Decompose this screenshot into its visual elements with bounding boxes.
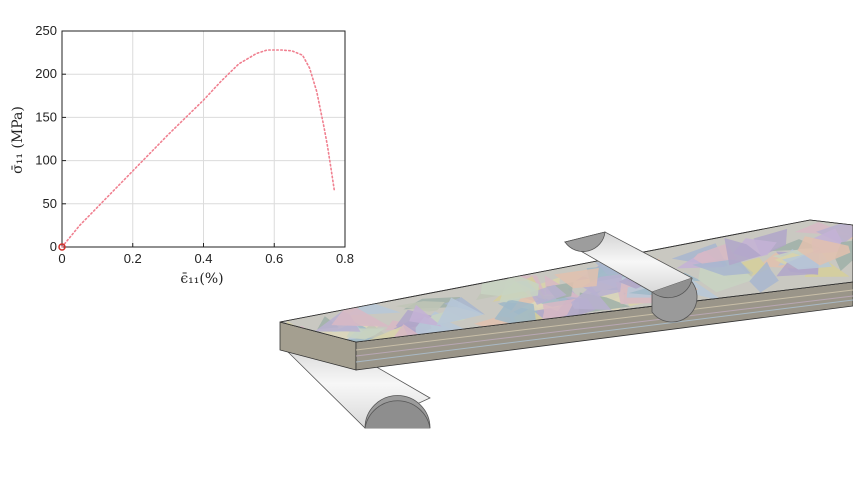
y-tick-label: 0 [50,239,57,254]
microstructure-grains [280,221,853,342]
grain-patch [349,323,393,342]
stress-strain-curve [61,49,336,248]
x-tick-label: 0.4 [194,251,212,266]
x-tick-label: 0.8 [336,251,354,266]
y-tick-label: 100 [35,153,57,168]
grain-patch [724,238,762,266]
x-axis-label: ϵ̄₁₁(%) [180,271,223,287]
grain-patch [797,236,851,266]
beam-body [279,219,853,371]
origin-marker [58,243,66,251]
y-axis-label: σ̄₁₁ (MPa) [10,106,26,174]
x-tick-label: 0 [58,251,65,266]
plot-frame [61,30,346,248]
y-tick-label: 50 [43,196,57,211]
x-tick-label: 0.6 [265,251,283,266]
y-tick-label: 200 [35,66,57,81]
grain-patch [395,301,445,312]
loading-roller [563,231,698,323]
y-tick-label: 150 [35,109,57,124]
grain-patch [571,286,612,310]
grain-patch [749,261,779,293]
grain-patch [693,243,738,264]
y-tick-label: 250 [35,23,57,38]
grain-patch [499,272,539,303]
grain-patch [409,304,442,327]
x-tick-label: 0.2 [124,251,142,266]
grain-patch [529,284,567,305]
grain-patch [685,275,725,302]
left-support-roller [287,339,431,429]
grain-patch [436,297,484,326]
grain-patch [554,268,599,289]
